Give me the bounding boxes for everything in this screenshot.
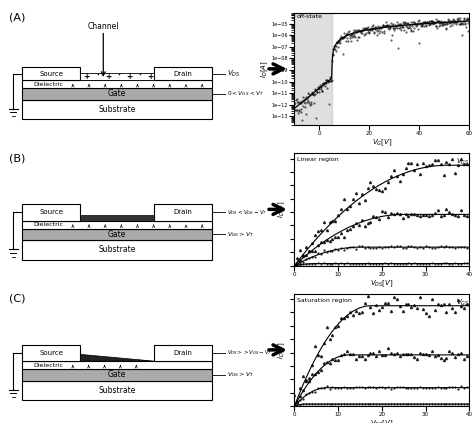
Text: ·: ·	[96, 72, 99, 81]
Text: Source: Source	[39, 350, 64, 356]
Text: (C): (C)	[9, 294, 26, 304]
X-axis label: $V_{DS}[V]$: $V_{DS}[V]$	[370, 278, 393, 289]
Bar	[22, 80, 212, 88]
Bar	[22, 381, 212, 400]
Text: Substrate: Substrate	[99, 245, 136, 254]
Bar	[22, 345, 81, 361]
Y-axis label: $I_D[A]$: $I_D[A]$	[277, 201, 288, 218]
Y-axis label: $I_D[A]$: $I_D[A]$	[260, 60, 270, 78]
Text: Saturation region: Saturation region	[297, 298, 352, 303]
Bar	[22, 221, 212, 229]
Bar	[22, 361, 212, 369]
Text: $V_{GS} > V_T$: $V_{GS} > V_T$	[228, 230, 255, 239]
Bar	[81, 73, 154, 80]
Text: +: +	[147, 72, 154, 81]
Bar	[154, 67, 212, 80]
Text: Source: Source	[39, 71, 64, 77]
Text: Source: Source	[39, 209, 64, 215]
Bar	[22, 99, 212, 119]
Text: ·: ·	[138, 72, 141, 81]
Text: $V_{DS} < V_{GS} - V_T$: $V_{DS} < V_{GS} - V_T$	[228, 208, 268, 217]
Y-axis label: $I_D[A]$: $I_D[A]$	[277, 341, 288, 359]
Bar	[22, 67, 81, 80]
Text: Drain: Drain	[173, 209, 192, 215]
Bar	[154, 204, 212, 221]
Text: Substrate: Substrate	[99, 386, 136, 395]
Text: Dielectric: Dielectric	[34, 222, 64, 227]
Bar	[154, 345, 212, 361]
Text: $V_{GS}$: $V_{GS}$	[456, 157, 469, 168]
Text: Linear region: Linear region	[297, 157, 338, 162]
Text: ·: ·	[117, 72, 120, 81]
Text: $V_{DS} >> V_{GS} - V_T$: $V_{DS} >> V_{GS} - V_T$	[228, 349, 273, 357]
Text: Gate: Gate	[108, 230, 127, 239]
Bar	[294, 13, 332, 125]
Text: $V_{GS} > V_T$: $V_{GS} > V_T$	[228, 371, 255, 379]
Bar	[22, 204, 81, 221]
Text: Channel: Channel	[88, 22, 119, 31]
Text: Dielectric: Dielectric	[34, 363, 64, 368]
Bar	[81, 215, 154, 221]
Polygon shape	[81, 354, 154, 361]
Text: $V_{GS}$: $V_{GS}$	[456, 298, 469, 308]
Text: Dielectric: Dielectric	[34, 82, 64, 87]
Text: off-state: off-state	[296, 14, 322, 19]
Text: +: +	[105, 72, 111, 81]
Bar	[22, 88, 212, 99]
X-axis label: $V_{DS}[V]$: $V_{DS}[V]$	[370, 419, 393, 423]
X-axis label: $V_G[V]$: $V_G[V]$	[372, 138, 392, 148]
Text: +: +	[126, 72, 133, 81]
Text: Gate: Gate	[108, 371, 127, 379]
Text: Drain: Drain	[173, 350, 192, 356]
Text: Gate: Gate	[108, 90, 127, 99]
Text: (B): (B)	[9, 153, 26, 163]
Bar	[22, 369, 212, 381]
Text: $V_{DS}$: $V_{DS}$	[228, 69, 241, 79]
Text: +: +	[84, 72, 90, 81]
Text: (A): (A)	[9, 13, 26, 23]
Text: $0 < V_{GS} < V_T$: $0 < V_{GS} < V_T$	[228, 90, 264, 99]
Text: Substrate: Substrate	[99, 105, 136, 114]
Text: Drain: Drain	[173, 71, 192, 77]
Bar	[22, 229, 212, 240]
Bar	[22, 240, 212, 260]
